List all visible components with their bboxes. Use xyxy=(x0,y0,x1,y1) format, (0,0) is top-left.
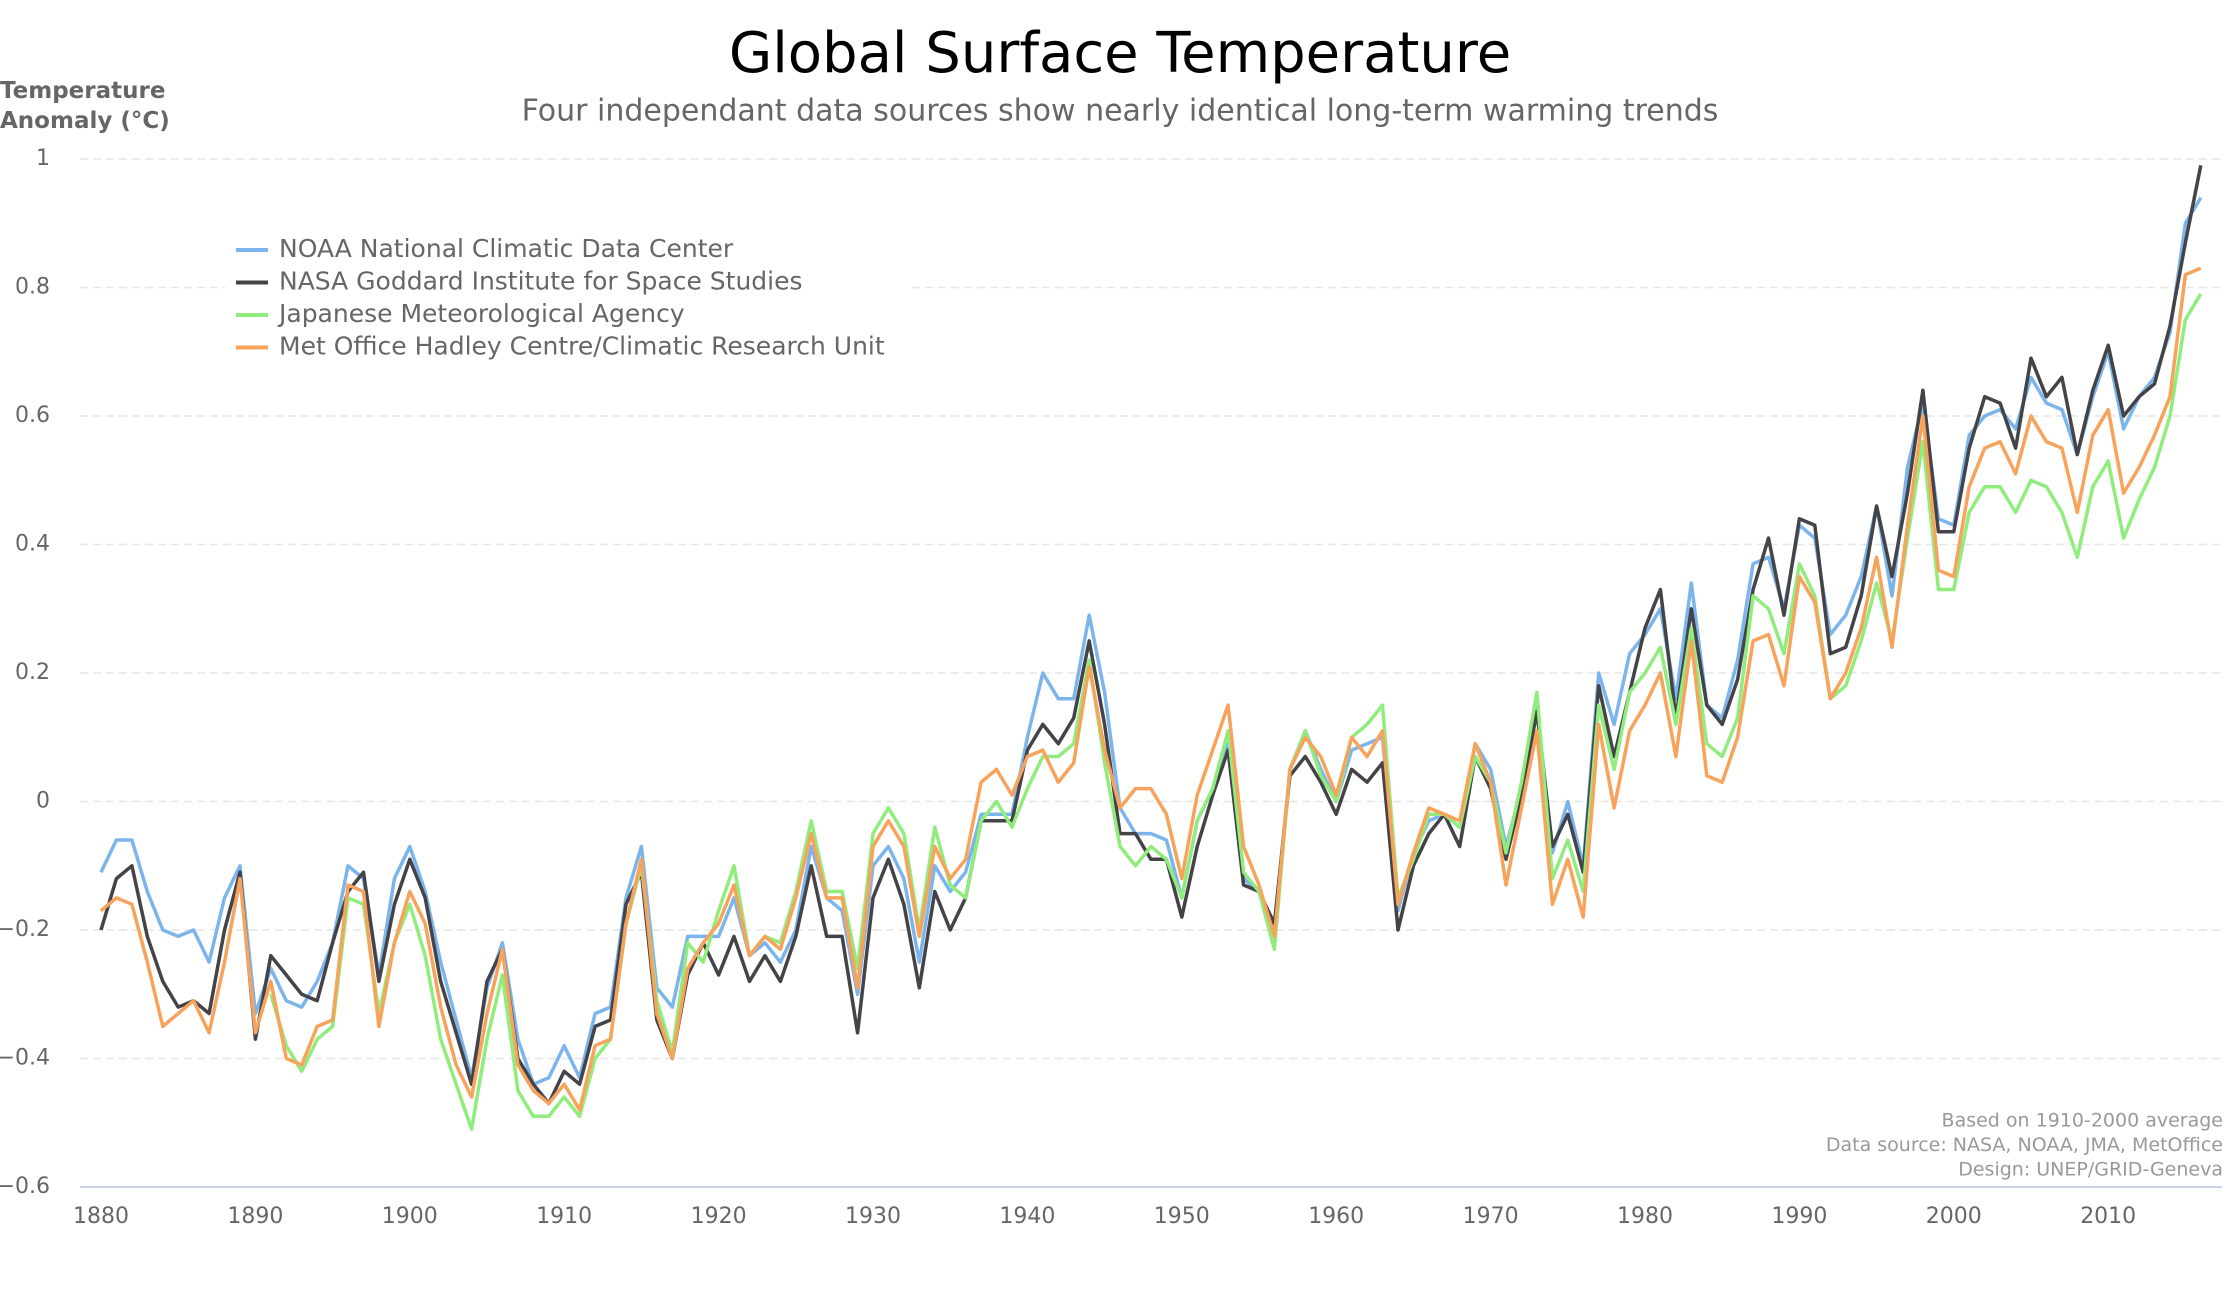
x-tick-label: 1990 xyxy=(1771,1204,1827,1229)
y-tick-label: 0.8 xyxy=(15,275,50,300)
series-line-2 xyxy=(269,293,2203,1131)
x-tick-label: 2000 xyxy=(1926,1204,1982,1229)
x-tick-label: 1950 xyxy=(1154,1204,1210,1229)
y-axis-title-line1: Temperature xyxy=(0,78,165,104)
credit-line: Based on 1910-2000 average xyxy=(1942,1110,2223,1132)
x-tick-label: 1980 xyxy=(1617,1204,1673,1229)
legend: NOAA National Climatic Data Center NASA G… xyxy=(225,228,910,363)
y-tick-label: 0 xyxy=(36,789,50,814)
series-line-1 xyxy=(99,165,2203,1106)
x-tick-label: 1970 xyxy=(1463,1204,1519,1229)
credit-line: Design: UNEP/GRID-Geneva xyxy=(1958,1159,2223,1181)
x-tick-label: 1940 xyxy=(999,1204,1055,1229)
x-tick-label: 1930 xyxy=(845,1204,901,1229)
legend-item-0: NOAA National Climatic Data Center xyxy=(279,234,734,263)
y-tick-label: 1 xyxy=(36,146,50,171)
series-line-0 xyxy=(99,196,2203,1086)
x-tick-label: 1900 xyxy=(382,1204,438,1229)
y-tick-label: 0.4 xyxy=(15,532,50,557)
chart-subtitle: Four independant data sources show nearl… xyxy=(522,94,1719,129)
x-tick-label: 2010 xyxy=(2080,1204,2136,1229)
legend-background xyxy=(225,228,910,363)
y-axis-title-line2: Anomaly (°C) xyxy=(0,108,170,134)
x-tick-label: 1910 xyxy=(536,1204,592,1229)
credit-line: Data source: NASA, NOAA, JMA, MetOffice xyxy=(1826,1134,2223,1156)
y-tick-label: −0.2 xyxy=(0,917,50,942)
x-axis-ticks: 1880 1890 1900 1910 1920 1930 1940 1950 1960 1970… xyxy=(73,1204,2136,1229)
legend-item-2: Japanese Meteorological Agency xyxy=(277,299,685,328)
legend-item-1: NASA Goddard Institute for Space Studies xyxy=(279,267,803,296)
y-tick-label: −0.4 xyxy=(0,1046,50,1071)
series-lines xyxy=(99,165,2203,1131)
x-tick-label: 1960 xyxy=(1308,1204,1364,1229)
x-tick-label: 1890 xyxy=(227,1204,283,1229)
legend-item-3: Met Office Hadley Centre/Climatic Resear… xyxy=(279,332,885,361)
series-line-3 xyxy=(99,266,2202,1112)
chart-title: Global Surface Temperature xyxy=(729,21,1511,86)
y-tick-label: −0.6 xyxy=(0,1174,50,1199)
x-tick-label: 1880 xyxy=(73,1204,129,1229)
y-tick-label: 0.2 xyxy=(15,660,50,685)
x-tick-label: 1920 xyxy=(691,1204,747,1229)
y-tick-label: 0.6 xyxy=(15,403,50,428)
y-axis-ticks: 1 0.8 0.6 0.4 0.2 0 −0.2 −0.4 −0.6 xyxy=(0,146,50,1199)
